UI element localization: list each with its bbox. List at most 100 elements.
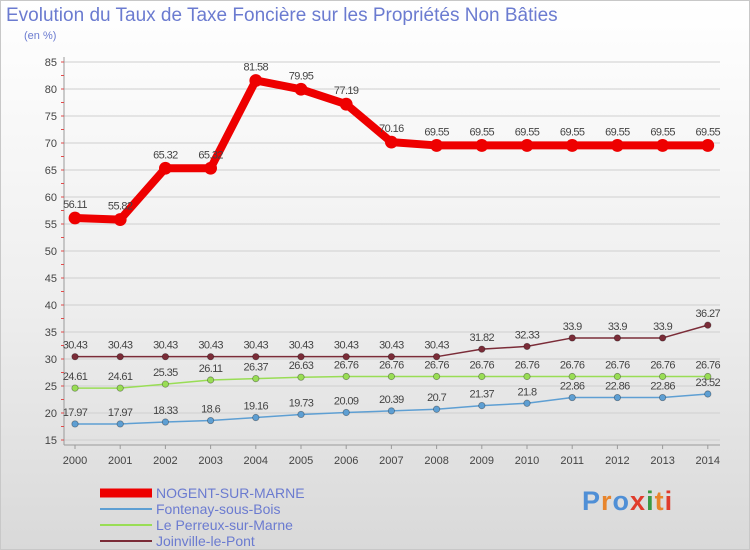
x-tick-label-2013: 2013 [650, 455, 674, 467]
data-label-1-3: 18.6 [201, 404, 220, 416]
y-tick-label: 40 [45, 300, 57, 312]
data-label-1-5: 19.73 [289, 397, 314, 409]
data-label-3-14: 36.27 [696, 308, 721, 320]
data-point-2-9 [478, 372, 486, 381]
data-label-0-2: 65.32 [153, 149, 178, 161]
data-point-3-6 [342, 353, 350, 361]
y-tick-label: 85 [45, 57, 57, 69]
data-label-2-5: 26.63 [289, 360, 314, 372]
data-point-2-1 [116, 384, 124, 392]
data-label-3-13: 33.9 [653, 321, 672, 333]
proxiti-logo: Proxiti [582, 486, 673, 517]
data-point-3-9 [478, 345, 486, 353]
y-tick-label: 65 [45, 165, 57, 177]
data-point-1-5 [297, 410, 305, 419]
data-point-1-14 [704, 390, 712, 398]
data-point-3-1 [116, 353, 124, 361]
data-point-0-3 [204, 161, 218, 175]
data-label-0-14: 69.55 [696, 126, 721, 138]
data-label-3-0: 30.43 [63, 340, 88, 352]
data-label-1-4: 19.16 [244, 401, 269, 413]
data-label-0-7: 70.16 [379, 123, 404, 135]
data-point-1-4 [252, 413, 260, 422]
data-point-2-12 [613, 372, 622, 381]
data-label-0-8: 69.55 [424, 126, 449, 138]
legend-swatch-joinville [100, 540, 152, 542]
data-label-0-0: 56.11 [63, 199, 87, 211]
y-tick-label: 75 [45, 111, 57, 123]
data-label-3-8: 30.43 [424, 340, 449, 352]
data-label-1-9: 21.37 [470, 389, 495, 401]
data-label-3-10: 32.33 [515, 329, 540, 341]
data-point-2-7 [387, 372, 395, 381]
data-label-2-7: 26.76 [379, 359, 404, 371]
y-tick-label: 55 [45, 219, 57, 231]
x-tick-label-2004: 2004 [244, 455, 268, 467]
x-tick-label-2008: 2008 [424, 455, 448, 467]
data-point-1-3 [207, 416, 215, 425]
data-point-1-11 [568, 393, 576, 402]
data-point-1-2 [161, 418, 169, 426]
y-tick-label: 80 [45, 84, 57, 96]
logo-letter: P [582, 486, 602, 516]
data-point-3-13 [658, 334, 667, 342]
y-axis-unit-label: (en %) [24, 30, 57, 42]
data-point-0-14 [701, 139, 715, 152]
data-point-0-6 [339, 97, 353, 111]
data-point-0-0 [68, 211, 82, 225]
y-tick-label: 25 [45, 381, 57, 393]
y-tick-label: 45 [45, 273, 57, 285]
data-label-1-8: 20.7 [427, 392, 446, 404]
data-label-3-7: 30.43 [379, 340, 404, 352]
x-tick-label-2000: 2000 [63, 455, 87, 467]
data-point-3-2 [161, 353, 169, 361]
data-label-1-2: 18.33 [153, 405, 178, 417]
x-tick-label-2005: 2005 [289, 455, 313, 467]
data-label-1-11: 22.86 [560, 381, 585, 393]
data-label-3-1: 30.43 [108, 340, 133, 352]
data-label-3-2: 30.43 [153, 340, 178, 352]
y-tick-label: 50 [45, 246, 57, 258]
data-point-3-0 [71, 353, 79, 361]
data-point-0-5 [294, 82, 308, 96]
x-tick-label-2010: 2010 [515, 455, 539, 467]
legend-swatch-nogent [100, 488, 152, 498]
data-label-3-12: 33.9 [608, 321, 627, 333]
data-label-0-3: 65.32 [198, 149, 223, 161]
data-point-0-4 [249, 74, 263, 87]
logo-letter: t [654, 486, 665, 516]
data-label-3-9: 31.82 [470, 332, 495, 344]
x-tick-label-2001: 2001 [108, 455, 132, 467]
data-point-3-7 [387, 353, 395, 361]
logo-letter: x [630, 486, 647, 516]
legend-label-joinville: Joinville-le-Pont [156, 533, 255, 549]
data-label-2-11: 26.76 [560, 359, 585, 371]
data-label-0-4: 81.58 [244, 61, 269, 73]
data-label-2-6: 26.76 [334, 359, 359, 371]
data-point-3-3 [207, 353, 215, 361]
data-label-2-8: 26.76 [424, 359, 449, 371]
data-point-1-1 [116, 420, 124, 428]
data-point-2-11 [568, 372, 576, 381]
data-label-2-12: 26.76 [605, 359, 630, 371]
data-point-2-0 [71, 384, 79, 392]
chart-title: Evolution du Taux de Taxe Foncière sur l… [6, 5, 558, 26]
data-label-2-2: 25.35 [153, 367, 178, 379]
data-point-1-10 [523, 399, 531, 407]
legend-label-nogent: NOGENT-SUR-MARNE [156, 485, 305, 501]
data-label-1-10: 21.8 [517, 386, 536, 398]
data-point-2-6 [342, 372, 350, 381]
x-tick-label-2006: 2006 [334, 455, 358, 467]
data-point-0-13 [656, 139, 669, 152]
y-tick-label: 70 [45, 138, 57, 150]
data-label-1-0: 17.97 [63, 407, 88, 419]
logo-letter: i [664, 486, 674, 516]
data-point-0-7 [384, 135, 398, 149]
data-label-0-10: 69.55 [515, 126, 540, 138]
legend-label-fontenay: Fontenay-sous-Bois [156, 501, 281, 517]
data-label-3-4: 30.43 [244, 340, 269, 352]
data-point-1-9 [478, 402, 486, 410]
data-label-1-13: 22.86 [650, 381, 675, 393]
